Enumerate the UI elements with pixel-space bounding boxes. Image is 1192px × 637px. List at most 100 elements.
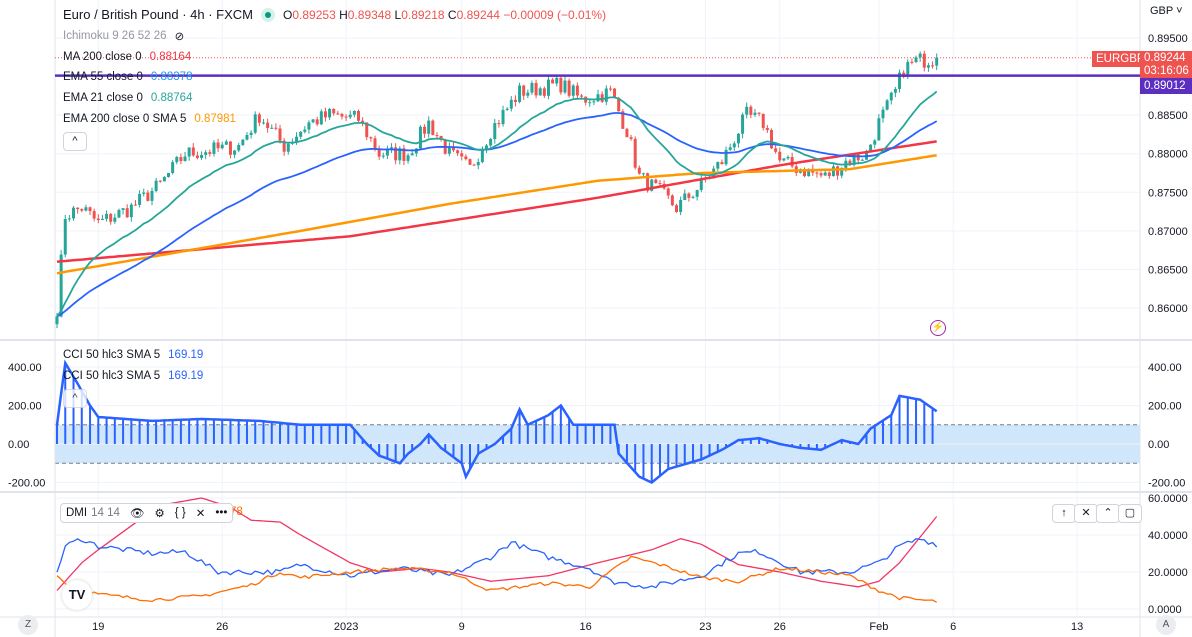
price-axis-label: 0.86000 <box>1148 303 1188 315</box>
candle-body <box>253 114 257 133</box>
legend-ema200[interactable]: EMA 200 close 0 SMA 5 0.87981 <box>63 113 236 125</box>
candle-body <box>299 131 303 137</box>
candle-body <box>63 218 67 255</box>
dmi-axis-label: 60.0000 <box>1148 493 1188 505</box>
candle-body <box>67 218 71 220</box>
candle-body <box>646 173 650 191</box>
candle-body <box>765 127 769 131</box>
candle-body <box>233 150 237 155</box>
candle-body <box>191 147 195 156</box>
candle-body <box>394 147 398 161</box>
candle-body <box>336 113 340 115</box>
price-axis-label: 0.88000 <box>1148 149 1188 161</box>
candle-body <box>559 77 563 93</box>
candle-body <box>914 57 918 62</box>
candle-body <box>720 162 724 165</box>
candle-body <box>427 120 431 134</box>
candle-body <box>873 140 877 145</box>
auto-scale-button[interactable]: A <box>1156 615 1176 635</box>
legend-ema55[interactable]: EMA 55 close 0 0.88378 <box>63 71 193 83</box>
candle-body <box>551 79 555 84</box>
candle-body <box>608 88 612 90</box>
candle-body <box>683 193 687 200</box>
candle-body <box>926 65 930 68</box>
candle-body <box>195 155 199 158</box>
candle-body <box>513 99 517 102</box>
candle-body <box>266 122 270 129</box>
legend-cci-1[interactable]: CCI 50 hlc3 SMA 5 169.19 <box>63 349 204 361</box>
legend-ma200[interactable]: MA 200 close 0 0.88164 <box>63 51 192 63</box>
hidden-eye-icon[interactable]: ⊘ <box>174 31 185 43</box>
candle-body <box>877 118 881 141</box>
candle-body <box>187 147 191 157</box>
candle-body <box>836 166 840 176</box>
close-icon[interactable]: ✕ <box>195 508 206 520</box>
candle-body <box>249 132 253 135</box>
candle-body <box>563 80 567 93</box>
log-scale-button[interactable]: Z <box>18 615 38 635</box>
candle-body <box>493 123 497 140</box>
candle-body <box>869 144 873 152</box>
candle-body <box>158 180 162 182</box>
legend-cci-2[interactable]: CCI 50 hlc3 SMA 5 169.19 <box>63 370 204 382</box>
candle-body <box>129 204 133 218</box>
horizontal-line-price-label[interactable]: 0.89012 <box>1140 78 1192 94</box>
candle-body <box>369 137 373 139</box>
candle-body <box>650 179 654 191</box>
symbol-legend: Euro / British Pound · 4h · FXCM O0.8925… <box>63 7 606 22</box>
candle-body <box>142 192 146 194</box>
candle-body <box>629 137 633 139</box>
more-icon[interactable]: ••• <box>215 507 228 519</box>
candle-body <box>666 188 670 196</box>
candle-body <box>212 142 216 154</box>
collapse-pane-button[interactable]: ⌃ <box>1096 504 1120 523</box>
lightning-event-icon[interactable]: ⚡ <box>930 320 946 336</box>
eye-icon[interactable]: 👁 <box>129 508 145 520</box>
time-axis-label: Feb <box>869 621 888 633</box>
candle-body <box>687 193 691 198</box>
candle-body <box>117 209 121 218</box>
move-pane-up-button[interactable]: ↑ <box>1052 504 1076 523</box>
delete-pane-button[interactable]: ✕ <box>1074 504 1098 523</box>
tradingview-logo[interactable]: TV <box>62 580 92 610</box>
candle-body <box>435 135 439 137</box>
ema200-line <box>56 154 937 275</box>
dmi-legend-toolbar[interactable]: DMI 14 14 👁 ⚙ { } ✕ ••• <box>60 503 234 523</box>
candle-body <box>571 85 575 96</box>
candle-body <box>121 208 125 210</box>
collapse-cci-legend-button[interactable]: ^ <box>63 389 87 408</box>
dmi-params: 14 14 <box>91 507 120 519</box>
candle-body <box>575 85 579 96</box>
candle-body <box>522 85 526 96</box>
candle-body <box>856 154 860 161</box>
candle-body <box>72 207 76 219</box>
candle-body <box>518 85 522 102</box>
currency-selector[interactable]: GBP ˅ <box>1150 5 1183 17</box>
cci-axis-label-right: 200.00 <box>1148 401 1182 413</box>
candle-body <box>918 53 922 58</box>
maximize-pane-button[interactable]: ▢ <box>1118 504 1142 523</box>
candle-body <box>641 173 645 175</box>
candle-body <box>245 134 249 140</box>
gear-icon[interactable]: ⚙ <box>154 508 165 520</box>
candle-body <box>819 173 823 176</box>
candle-body <box>171 162 175 173</box>
candle-body <box>59 254 63 317</box>
legend-ichimoku[interactable]: Ichimoku 9 26 52 26 ⊘ <box>63 30 185 43</box>
candle-body <box>542 88 546 96</box>
candle-body <box>724 149 728 165</box>
braces-icon[interactable]: { } <box>174 507 186 519</box>
cci-line <box>55 359 938 484</box>
candle-body <box>691 196 695 198</box>
legend-ema21[interactable]: EMA 21 close 0 0.88764 <box>63 92 193 104</box>
cci-axis-label-left: 400.00 <box>8 362 42 374</box>
price-axis-label: 0.86500 <box>1148 264 1188 276</box>
candle-body <box>485 145 489 151</box>
symbol-title[interactable]: Euro / British Pound · 4h · FXCM <box>63 7 254 22</box>
dmi-axis-label: 40.0000 <box>1148 530 1188 542</box>
candle-body <box>761 113 765 128</box>
candle-body <box>340 113 344 117</box>
collapse-legend-button[interactable]: ^ <box>63 132 87 151</box>
candle-body <box>596 94 600 102</box>
